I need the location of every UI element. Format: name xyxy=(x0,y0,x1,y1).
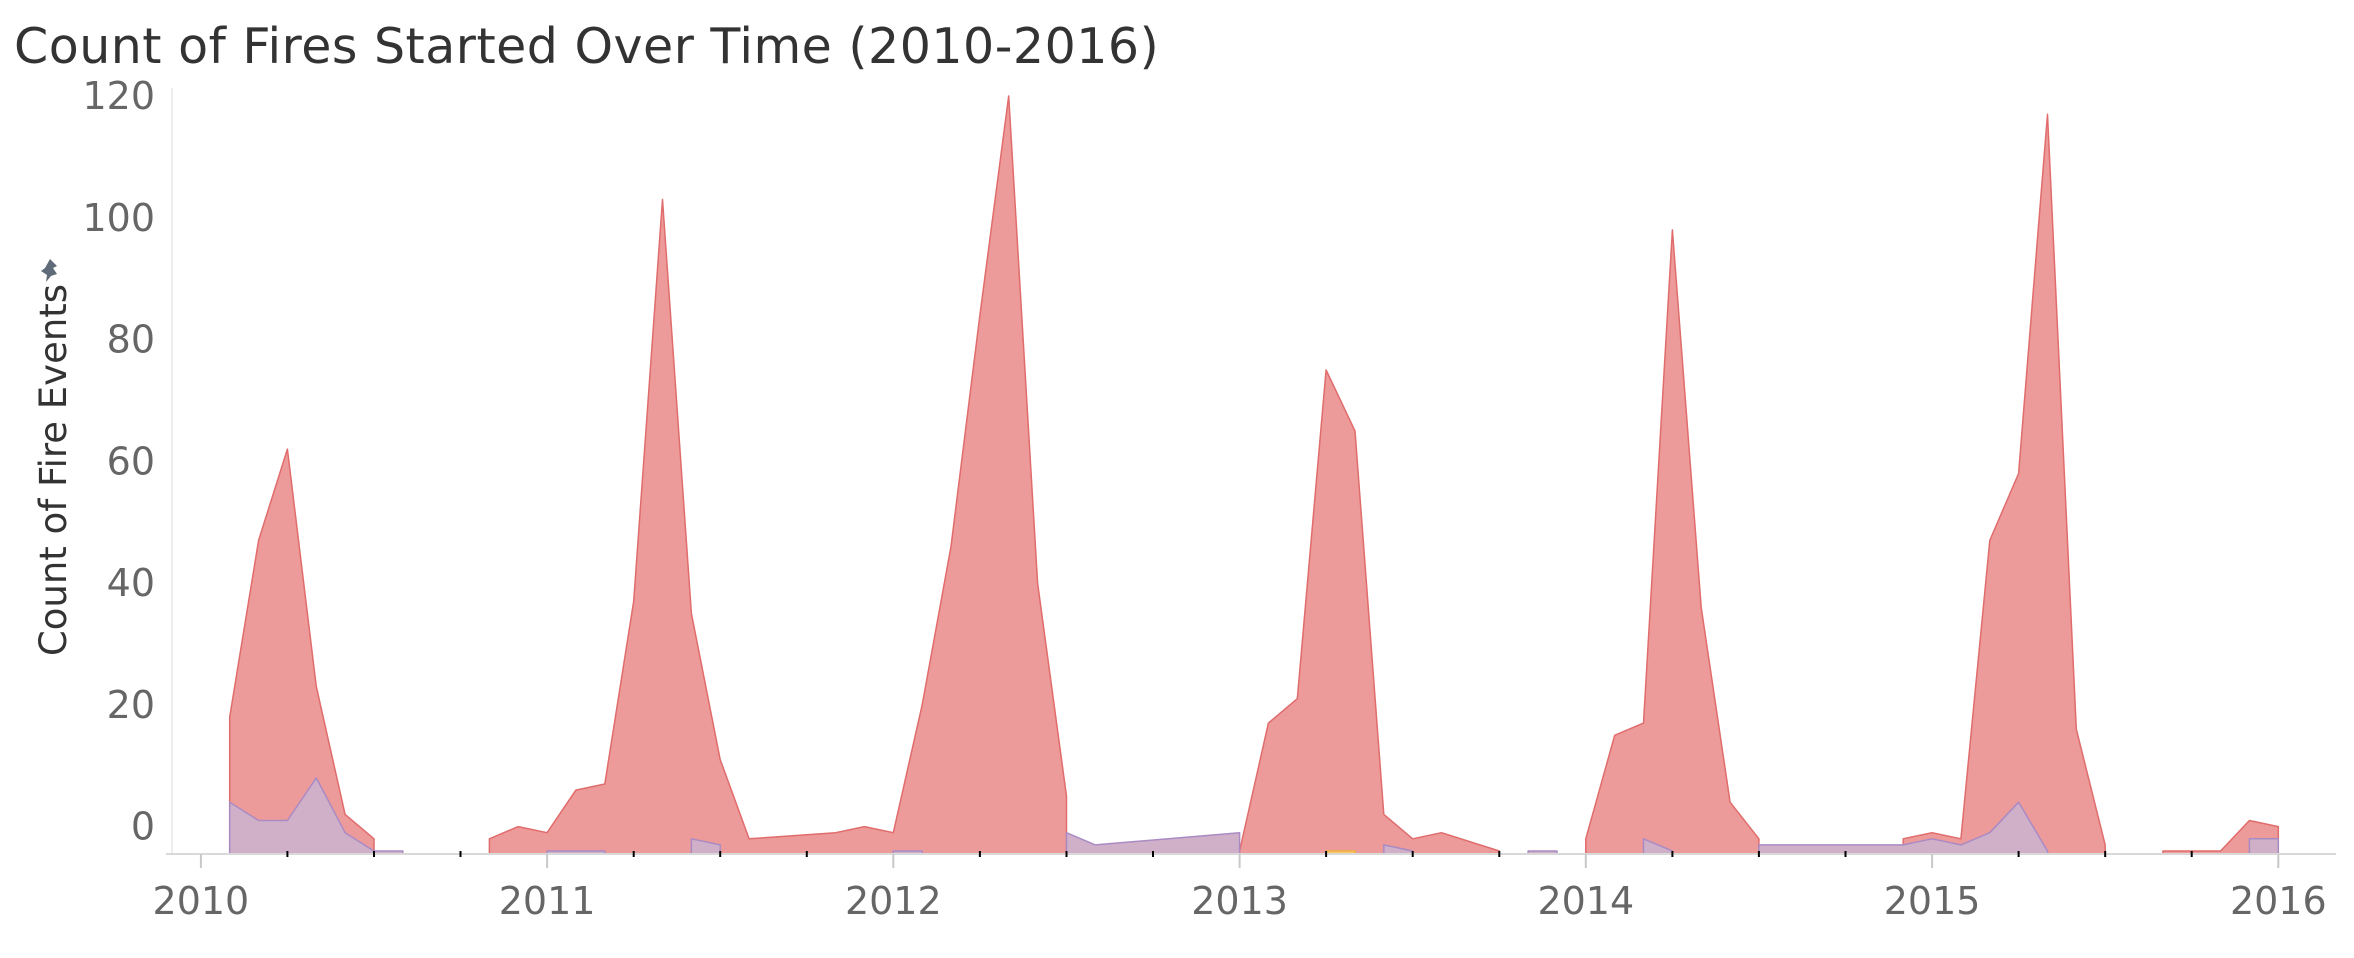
area-series-1-segment-5[interactable] xyxy=(1902,113,2106,855)
area-series-1-segment-1[interactable] xyxy=(228,448,375,855)
y-axis-title-group: Count of Fire Events xyxy=(32,259,75,656)
area-series-2-segment-9[interactable] xyxy=(1758,801,2049,855)
area-series-1-segment-2[interactable] xyxy=(488,95,1068,855)
x-minor-ticks xyxy=(286,851,2193,857)
x-tick-label: 2012 xyxy=(845,879,942,923)
y-tick-label: 120 xyxy=(82,74,155,118)
x-tick-label: 2013 xyxy=(1191,879,1288,923)
x-axis-ticks: 2010 2011 2012 2013 2014 2015 2016 xyxy=(153,854,2327,923)
y-tick-label: 80 xyxy=(107,318,155,362)
y-tick-label: 100 xyxy=(82,196,155,240)
area-series-group xyxy=(228,95,2280,855)
chart-title: Count of Fires Started Over Time (2010-2… xyxy=(14,18,1160,75)
y-tick-label: 0 xyxy=(131,805,155,849)
y-tick-label: 60 xyxy=(107,439,155,483)
x-tick-label: 2010 xyxy=(153,879,250,923)
area-series-2-segment-10[interactable] xyxy=(2248,838,2280,855)
x-tick-label: 2015 xyxy=(1884,879,1981,923)
pin-icon[interactable] xyxy=(41,259,57,282)
x-tick-label: 2011 xyxy=(499,879,596,923)
x-tick-label: 2016 xyxy=(2230,879,2327,923)
x-tick-label: 2014 xyxy=(1537,879,1634,923)
y-tick-label: 40 xyxy=(107,561,155,605)
y-axis-title: Count of Fire Events xyxy=(32,284,75,656)
area-series-1-segment-4[interactable] xyxy=(1585,229,1760,855)
area-series-1-segment-3[interactable] xyxy=(1238,369,1501,855)
y-axis-ticks: 0 20 40 60 80 100 120 xyxy=(82,74,155,849)
area-series-2-segment-1[interactable] xyxy=(228,777,404,855)
y-tick-label: 20 xyxy=(107,683,155,727)
area-series-2-segment-5[interactable] xyxy=(1065,831,1241,855)
